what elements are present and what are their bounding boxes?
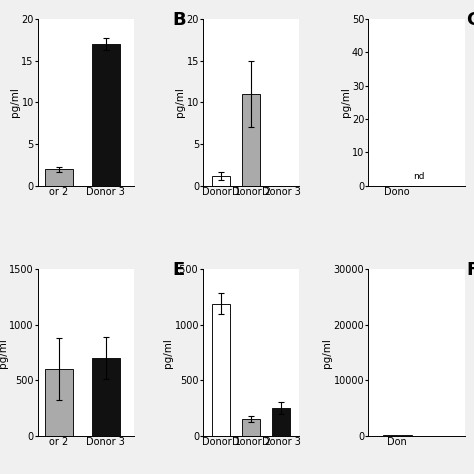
Y-axis label: pg/ml: pg/ml	[163, 337, 173, 368]
Bar	[212, 304, 230, 436]
Y-axis label: pg/ml: pg/ml	[0, 337, 8, 368]
Text: C: C	[466, 10, 474, 28]
Bar	[92, 358, 120, 436]
Bar	[242, 94, 260, 186]
Bar	[272, 408, 290, 436]
Bar	[212, 176, 230, 186]
Y-axis label: pg/ml: pg/ml	[175, 87, 185, 118]
Text: E: E	[173, 261, 185, 279]
Y-axis label: pg/ml: pg/ml	[10, 87, 20, 118]
Bar	[0, 182, 26, 186]
Text: nd: nd	[413, 172, 424, 181]
Bar	[45, 169, 73, 186]
Y-axis label: pg/ml: pg/ml	[340, 87, 350, 118]
Bar	[92, 44, 120, 186]
Text: B: B	[173, 10, 186, 28]
Y-axis label: pg/ml: pg/ml	[322, 337, 332, 368]
Text: F: F	[466, 261, 474, 279]
Bar	[383, 435, 412, 436]
Bar	[45, 369, 73, 436]
Bar	[242, 419, 260, 436]
